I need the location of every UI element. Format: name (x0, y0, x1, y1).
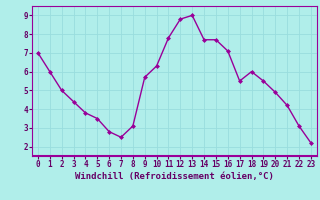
X-axis label: Windchill (Refroidissement éolien,°C): Windchill (Refroidissement éolien,°C) (75, 172, 274, 181)
